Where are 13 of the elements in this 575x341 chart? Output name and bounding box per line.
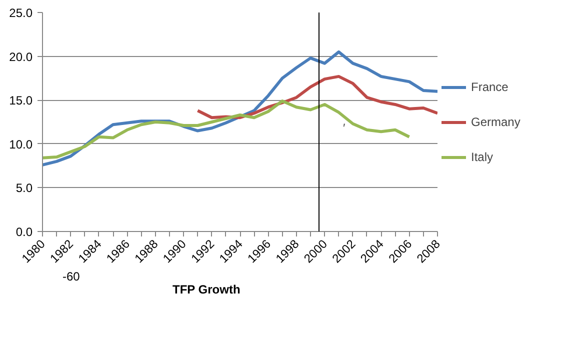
text: -60: [62, 270, 80, 284]
annotation: ′: [342, 121, 346, 136]
y-tick-label: 10.0: [9, 137, 33, 152]
y-tick-label: 5.0: [16, 181, 33, 196]
y-tick-label: 0.0: [16, 225, 33, 239]
y-tick-label: 15.0: [9, 94, 33, 108]
legend-label: France: [471, 80, 508, 94]
legend-label: Italy: [471, 150, 494, 164]
text: TFP Growth: [172, 282, 240, 296]
y-tick-label: 25.0: [9, 6, 33, 20]
line-series: [42, 99, 411, 160]
legend-label: Germany: [471, 114, 520, 128]
y-tick-label: 20.0: [9, 50, 33, 64]
